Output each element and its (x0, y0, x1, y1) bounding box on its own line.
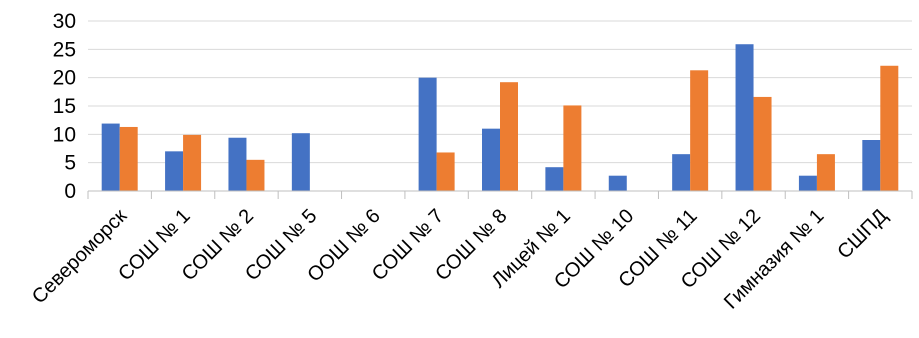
x-tick-label: СШПД (833, 205, 892, 264)
bar-series-2 (563, 105, 582, 191)
y-tick-label: 25 (53, 38, 76, 61)
bar-series-1 (291, 133, 310, 191)
bar-series-2 (816, 154, 835, 191)
bar-series-1 (165, 151, 184, 191)
bar-series-1 (482, 128, 500, 191)
bar-series-2 (690, 70, 709, 191)
y-tick-label: 30 (53, 10, 76, 33)
bar-series-1 (608, 175, 627, 191)
bar-series-1 (862, 140, 881, 191)
y-tick-label: 0 (64, 180, 76, 203)
bars (101, 44, 899, 191)
bar-series-2 (436, 152, 455, 191)
bar-series-1 (798, 175, 817, 191)
y-axis-tick-labels: 0 5 10 15 20 25 30 (53, 10, 76, 203)
x-axis-tick-marks (87, 191, 913, 199)
bar-series-1 (545, 167, 564, 191)
x-tick-label: Североморск (28, 205, 131, 308)
bar-series-2 (246, 159, 265, 191)
y-tick-label: 10 (53, 123, 76, 146)
bar-series-1 (672, 154, 691, 191)
bar-series-2 (500, 82, 518, 191)
bar-series-1 (418, 77, 437, 191)
y-tick-label: 5 (64, 152, 76, 175)
bar-series-2 (183, 134, 202, 191)
bar-series-1 (101, 123, 120, 191)
bar-series-2 (880, 65, 899, 191)
y-tick-label: 20 (53, 67, 76, 90)
bar-series-2 (119, 126, 138, 191)
y-tick-label: 15 (53, 95, 76, 118)
bar-series-2 (753, 96, 772, 191)
bar-series-1 (228, 137, 247, 191)
bar-series-1 (735, 44, 754, 191)
